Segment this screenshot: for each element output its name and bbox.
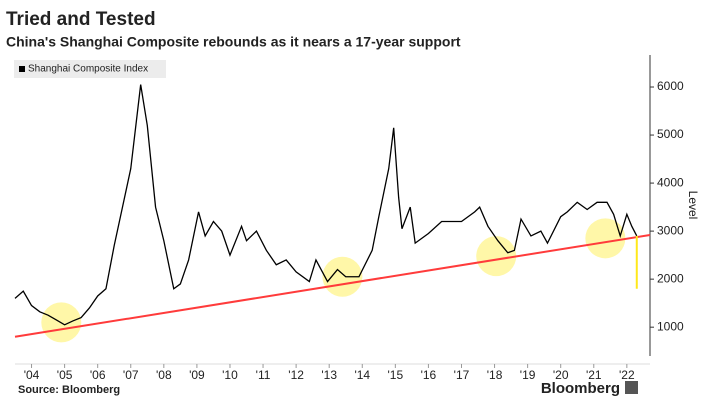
x-tick-label: '09: [189, 368, 205, 382]
x-tick-label: '15: [388, 368, 404, 382]
legend-swatch: [19, 66, 25, 72]
x-tick-label: '06: [90, 368, 106, 382]
x-tick-label: '16: [421, 368, 437, 382]
legend-label: Shanghai Composite Index: [28, 64, 148, 75]
y-tick-label: 2000: [657, 271, 684, 285]
x-tick-label: '18: [487, 368, 503, 382]
x-tick-label: '08: [156, 368, 172, 382]
x-tick-label: '20: [553, 368, 569, 382]
x-tick-label: '05: [57, 368, 73, 382]
chart-subtitle: China's Shanghai Composite rebounds as i…: [6, 34, 461, 50]
y-tick-label: 4000: [657, 175, 684, 189]
y-axis-label: Level: [686, 191, 700, 220]
x-tick-label: '22: [619, 368, 635, 382]
x-tick-label: '19: [520, 368, 536, 382]
y-tick-label: 3000: [657, 223, 684, 237]
chart-title: Tried and Tested: [6, 9, 156, 30]
x-tick-label: '17: [454, 368, 470, 382]
x-tick-label: '11: [256, 368, 271, 382]
x-tick-label: '21: [586, 368, 602, 382]
source: Source: Bloomberg: [18, 384, 120, 396]
brand: Bloomberg: [541, 380, 620, 397]
x-tick-label: '04: [24, 368, 40, 382]
highlight: [585, 218, 626, 259]
y-tick-label: 1000: [657, 319, 684, 333]
y-tick-label: 6000: [657, 79, 684, 93]
x-tick-label: '07: [123, 368, 139, 382]
x-tick-label: '12: [288, 368, 304, 382]
legend-box: [14, 60, 166, 78]
support-line: [14, 233, 651, 338]
data-line: [14, 84, 638, 326]
x-tick-label: '14: [354, 368, 370, 382]
brand-icon: [625, 381, 638, 394]
y-tick-label: 5000: [657, 127, 684, 141]
highlight: [476, 236, 517, 277]
x-tick-label: '10: [222, 368, 238, 382]
x-tick-label: '13: [321, 368, 337, 382]
